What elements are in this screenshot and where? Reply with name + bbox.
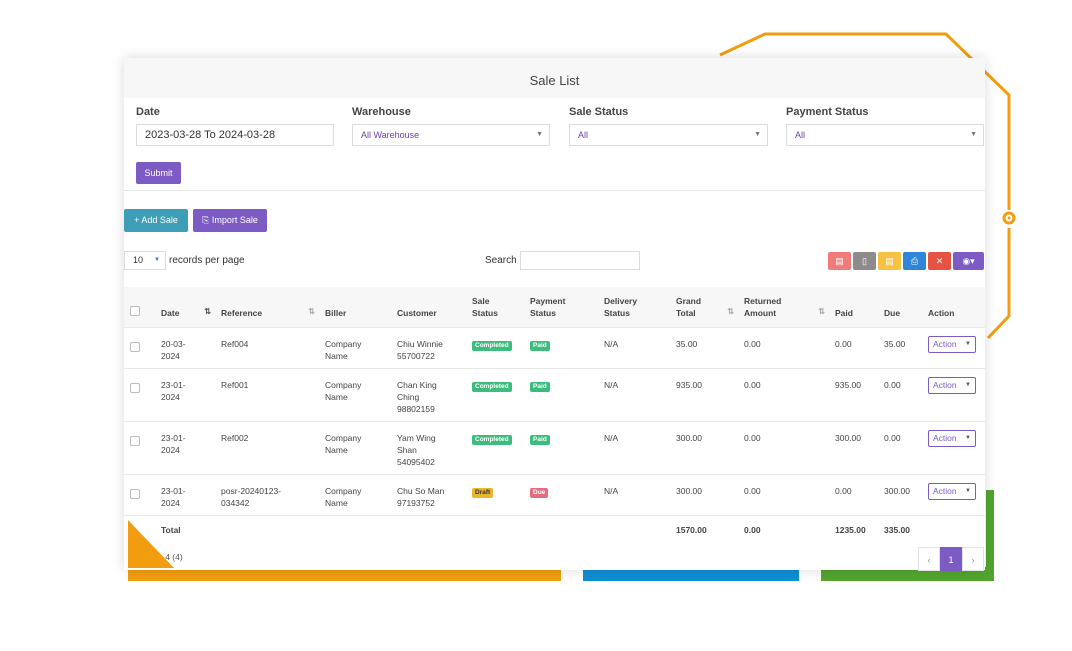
search-input[interactable] <box>520 251 640 270</box>
column-payment-status: Payment Status <box>530 295 566 318</box>
green-accent-side <box>986 490 994 581</box>
chevron-down-icon: ▼ <box>965 487 971 494</box>
add-sale-button[interactable]: + Add Sale <box>124 209 188 232</box>
column-date[interactable]: Date ⇅ <box>161 306 211 318</box>
warehouse-label: Warehouse <box>352 106 411 118</box>
eye-icon[interactable]: ◉▾ <box>953 252 984 270</box>
csv-icon[interactable]: ▯ <box>853 252 876 270</box>
sale-status-select-value: All <box>578 130 589 140</box>
records-per-page-select[interactable]: 10 ▼ <box>124 251 166 270</box>
submit-button[interactable]: Submit <box>136 162 181 184</box>
status-badge: Due <box>530 487 549 498</box>
action-dropdown-button[interactable]: Action ▼ <box>928 335 976 353</box>
action-dropdown-button[interactable]: Action ▼ <box>928 482 976 500</box>
status-badge: Paid <box>530 340 550 351</box>
sale-status-select[interactable]: All ▼ <box>569 124 768 146</box>
clipboard-icon: ⎘ <box>202 215 210 225</box>
chevron-down-icon: ▼ <box>154 257 160 263</box>
table-header-row: Date ⇅ Reference ⇅ Biller Customer Sale Sta… <box>124 287 985 327</box>
page-title: Sale List <box>124 58 985 98</box>
status-badge: Completed <box>472 381 512 392</box>
prev-page-button[interactable]: ‹ <box>918 547 940 571</box>
status-badge: Paid <box>530 381 550 392</box>
sort-icon: ⇅ <box>818 306 825 316</box>
orange-accent-bar <box>128 567 561 581</box>
orange-corner-accent <box>128 520 174 568</box>
status-badge: Completed <box>472 434 512 445</box>
chevron-down-icon: ▼ <box>965 434 971 441</box>
page-button-1[interactable]: 1 <box>940 547 962 571</box>
blue-accent-bar <box>583 567 799 581</box>
column-sale-status: Sale Status <box>472 295 498 318</box>
sort-desc-icon: ⇅ <box>204 306 211 316</box>
records-per-page-label: records per page <box>169 255 245 266</box>
import-sale-label: Import Sale <box>211 215 258 225</box>
column-biller: Biller <box>325 307 347 318</box>
status-badge: Paid <box>530 434 550 445</box>
payment-status-select[interactable]: All ▼ <box>786 124 984 146</box>
row-checkbox[interactable] <box>124 326 155 368</box>
sale-list-panel: Sale List Date 2023-03-28 To 2024-03-28 … <box>124 58 985 571</box>
table-row: 23-01- 2024 Ref002 Company Name Yam Wing Sh… <box>124 420 985 474</box>
records-per-page-value: 10 <box>133 255 144 265</box>
next-page-button[interactable]: › <box>962 547 984 571</box>
payment-status-select-value: All <box>795 130 806 140</box>
chevron-down-icon: ▼ <box>536 131 543 138</box>
column-due: Due <box>884 307 901 318</box>
search-label: Search <box>485 255 517 266</box>
table-row: 23-01- 2024 posr-20240123- 034342 Company N… <box>124 473 985 515</box>
chevron-down-icon: ▼ <box>965 381 971 388</box>
warehouse-select[interactable]: All Warehouse ▼ <box>352 124 550 146</box>
row-checkbox[interactable] <box>124 367 155 421</box>
sale-status-label: Sale Status <box>569 106 629 118</box>
status-badge: Draft <box>472 487 494 498</box>
payment-status-label: Payment Status <box>786 106 869 118</box>
table-footer-row: Total 1570.00 0.00 1235.00 335.00 <box>124 514 985 542</box>
date-label: Date <box>136 106 160 118</box>
excel-icon[interactable]: ▤ <box>878 252 901 270</box>
print-icon[interactable]: ⎙ <box>903 252 926 270</box>
pagination: ‹ 1 › <box>918 547 984 571</box>
status-badge: Completed <box>472 340 512 351</box>
column-paid: Paid <box>835 307 853 318</box>
column-reference[interactable]: Reference ⇅ <box>221 306 315 318</box>
chevron-down-icon: ▼ <box>970 131 977 138</box>
column-returned-amount[interactable]: Returned Amount ⇅ <box>744 295 825 318</box>
total-grand-total: 1570.00 <box>670 514 738 542</box>
table-row: 23-01- 2024 Ref001 Company Name Chan King C… <box>124 367 985 421</box>
action-dropdown-button[interactable]: Action ▼ <box>928 429 976 447</box>
sales-table: Date ⇅ Reference ⇅ Biller Customer Sale Sta… <box>124 287 985 542</box>
column-grand-total[interactable]: Grand Total ⇅ <box>676 295 734 318</box>
total-due: 335.00 <box>878 514 922 542</box>
total-returned: 0.00 <box>738 514 829 542</box>
filter-card: Sale List Date 2023-03-28 To 2024-03-28 … <box>124 58 985 191</box>
row-checkbox[interactable] <box>124 473 155 515</box>
delete-icon[interactable]: ✕ <box>928 252 951 270</box>
column-action: Action <box>928 307 955 318</box>
column-customer: Customer <box>397 307 437 318</box>
total-paid: 1235.00 <box>829 514 878 542</box>
sort-icon: ⇅ <box>308 306 315 316</box>
warehouse-select-value: All Warehouse <box>361 130 420 140</box>
select-all-checkbox[interactable] <box>124 287 155 327</box>
sort-icon: ⇅ <box>727 306 734 316</box>
table-row: 20-03- 2024 Ref004 Company Name Chiu Winni… <box>124 326 985 368</box>
action-dropdown-button[interactable]: Action ▼ <box>928 376 976 394</box>
import-sale-button[interactable]: ⎘ Import Sale <box>193 209 267 232</box>
chevron-down-icon: ▼ <box>754 131 761 138</box>
pdf-icon[interactable]: ▤ <box>828 252 851 270</box>
column-delivery-status: Delivery Status <box>604 295 638 318</box>
date-range-input[interactable]: 2023-03-28 To 2024-03-28 <box>136 124 334 146</box>
chevron-down-icon: ▼ <box>965 340 971 347</box>
row-checkbox[interactable] <box>124 420 155 474</box>
